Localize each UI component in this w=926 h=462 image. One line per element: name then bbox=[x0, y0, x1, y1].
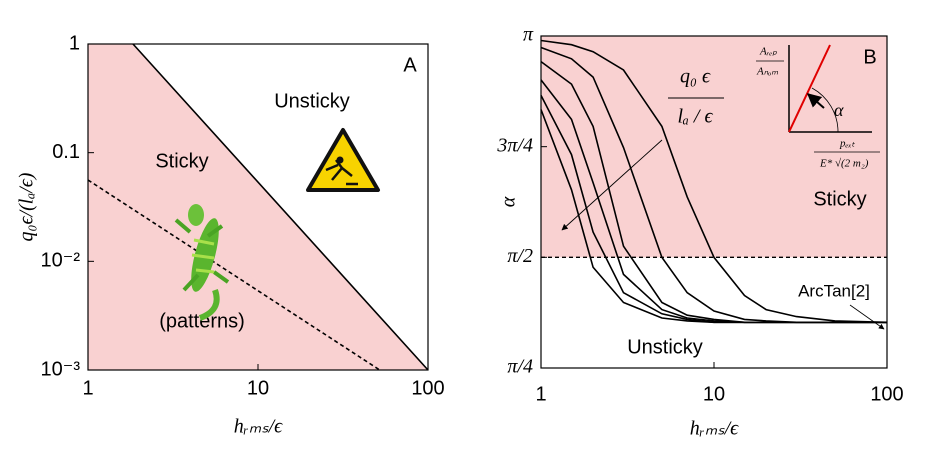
y-tick-label: 1 bbox=[69, 32, 80, 54]
region-note: (patterns) bbox=[159, 310, 245, 332]
inset-slope bbox=[788, 44, 831, 133]
limit-arrow bbox=[849, 304, 885, 330]
y-tick-label: π/2 bbox=[507, 245, 533, 267]
gecko bbox=[198, 289, 220, 321]
region-label: Unsticky bbox=[627, 336, 703, 358]
region-label: Sticky bbox=[813, 188, 866, 210]
param-label: q₀ ϵ bbox=[680, 66, 711, 88]
inset-label: Aₙₒₘ bbox=[756, 66, 778, 78]
panel-label: A bbox=[403, 54, 417, 76]
inset-arc bbox=[811, 87, 839, 133]
sticky-region bbox=[541, 36, 887, 258]
gecko bbox=[191, 218, 219, 292]
y-tick-label: 10⁻² bbox=[41, 250, 81, 272]
curve bbox=[540, 39, 888, 324]
inset-arrow bbox=[806, 93, 825, 109]
param-arrow bbox=[561, 139, 663, 231]
x-axis-label: hᵣₘₛ/ϵ bbox=[234, 416, 283, 438]
y-tick-label: 0.1 bbox=[52, 141, 80, 163]
gecko bbox=[191, 238, 215, 274]
panel: 1 10 100 10⁻³ 10⁻² 0.1 1 hᵣₘₛ/ϵ q₀ϵ/(lₐ/ϵ) bbox=[16, 32, 445, 437]
warning-figure bbox=[325, 159, 358, 186]
y-axis-label: q₀ϵ/(lₐ/ϵ) bbox=[16, 172, 38, 241]
x-tick-label: 10 bbox=[247, 377, 269, 399]
y-tick-label: π bbox=[523, 24, 534, 46]
x-tick-label: 100 bbox=[411, 377, 444, 399]
x-tick-label: 1 bbox=[535, 383, 546, 405]
inset-label: α bbox=[834, 100, 844, 120]
panel-label: B bbox=[863, 46, 876, 68]
y-tick-label: π/4 bbox=[507, 356, 533, 378]
param-label: lₐ / ϵ bbox=[677, 106, 713, 128]
sticky-region bbox=[88, 44, 428, 370]
inset-label: pₑₓₜ bbox=[839, 138, 856, 150]
x-tick-label: 1 bbox=[82, 377, 93, 399]
y-axis-label: α bbox=[498, 196, 520, 207]
x-tick-label: 10 bbox=[703, 383, 725, 405]
inset-label: E* √(2 m₂) bbox=[819, 158, 869, 170]
panel: 1 10 100 π/4 π/2 3π/4 π hᵣₘₛ/ϵ α bbox=[496, 24, 903, 440]
curve bbox=[87, 179, 381, 371]
gecko bbox=[174, 218, 230, 292]
limit-label: ArcTan[2] bbox=[798, 281, 870, 300]
y-tick-label: 3π/4 bbox=[496, 134, 533, 156]
curve bbox=[132, 43, 429, 371]
gecko bbox=[188, 204, 204, 226]
x-axis-label: hᵣₘₛ/ϵ bbox=[690, 418, 739, 440]
region-label: Unsticky bbox=[274, 90, 350, 112]
x-tick-label: 100 bbox=[870, 383, 903, 405]
region-label: Sticky bbox=[155, 150, 208, 172]
y-tick-label: 10⁻³ bbox=[41, 358, 81, 380]
inset-label: Aᵣₑₚ bbox=[759, 46, 777, 58]
curve bbox=[540, 46, 887, 324]
